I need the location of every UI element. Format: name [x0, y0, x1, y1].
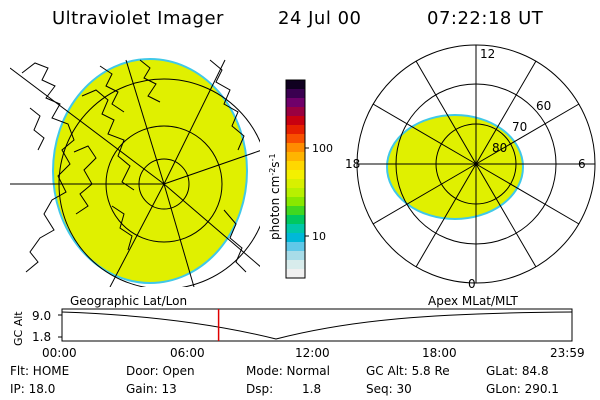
colorbar: 100 10 photon cm-2s-1: [268, 79, 333, 279]
colorbar-cell: [286, 215, 305, 225]
dsp-label: Dsp:: [246, 382, 274, 396]
coastlines: [21, 59, 247, 273]
colorbar-cell: [286, 197, 305, 207]
colorbar-cells: [286, 80, 305, 279]
colorbar-cell: [286, 170, 305, 180]
colorbar-cell: [286, 125, 305, 135]
colorbar-cell: [286, 242, 305, 252]
geographic-map: [10, 58, 260, 287]
polar-grid: [356, 44, 596, 284]
dsp-value: 1.8: [302, 382, 322, 396]
colorbar-cell: [286, 152, 305, 162]
colorbar-cell: [286, 233, 305, 243]
altitude-curve: [61, 311, 573, 340]
latlon-grid: [10, 59, 260, 287]
mlt-label-0: 0: [468, 277, 476, 291]
colorbar-cell: [286, 98, 305, 108]
mlat-label-80: 80: [492, 141, 507, 155]
colorbar-cell: [286, 80, 305, 90]
colorbar-tick-100: 100: [312, 142, 333, 155]
altitude-tick-9: 9.0: [32, 309, 51, 323]
altitude-plot: GC Alt 9.0 1.8: [12, 308, 573, 346]
colorbar-cell: [286, 89, 305, 99]
time-tick-1200: 12:00: [295, 346, 330, 360]
door-info: Door: Open: [126, 364, 195, 378]
colorbar-cell: [286, 260, 305, 270]
time-tick-0600: 06:00: [170, 346, 205, 360]
time-tick-1800: 18:00: [422, 346, 457, 360]
apex-panel-label: Apex MLat/MLT: [428, 294, 518, 308]
mlat-label-60: 60: [536, 99, 551, 113]
colorbar-cell: [286, 269, 305, 279]
time-label: 07:22:18 UT: [427, 8, 544, 29]
glon-info: GLon: 290.1: [486, 382, 559, 396]
seq-info: Seq: 30: [366, 382, 412, 396]
mlt-label-18: 18: [345, 157, 360, 171]
colorbar-cell: [286, 179, 305, 189]
geographic-panel-label: Geographic Lat/Lon: [70, 294, 187, 308]
glat-info: GLat: 84.8: [486, 364, 549, 378]
altitude-tick-1-8: 1.8: [32, 330, 51, 344]
gain-info: Gain: 13: [126, 382, 177, 396]
instrument-title: Ultraviolet Imager: [52, 8, 224, 29]
altitude-axis-label: GC Alt: [12, 311, 25, 346]
flight-info: Flt: HOME: [10, 364, 70, 378]
colorbar-tick-10: 10: [312, 230, 326, 243]
polar-plot: 12 18 6 0 60 70 80: [345, 44, 596, 291]
colorbar-unit-label: photon cm-2s-1: [268, 153, 282, 240]
mlt-label-12: 12: [480, 47, 495, 61]
colorbar-cell: [286, 251, 305, 261]
time-tick-0000: 00:00: [42, 346, 77, 360]
mlat-label-70: 70: [512, 120, 527, 134]
mode-info: Mode: Normal: [246, 364, 330, 378]
colorbar-cell: [286, 224, 305, 234]
date-label: 24 Jul 00: [278, 8, 362, 29]
colorbar-cell: [286, 143, 305, 153]
mlt-label-6: 6: [578, 157, 586, 171]
colorbar-cell: [286, 161, 305, 171]
gc-alt-info: GC Alt: 5.8 Re: [366, 364, 450, 378]
colorbar-cell: [286, 188, 305, 198]
colorbar-cell: [286, 107, 305, 117]
colorbar-cell: [286, 116, 305, 126]
colorbar-cell: [286, 134, 305, 144]
ip-info: IP: 18.0: [10, 382, 56, 396]
time-tick-2359: 23:59: [550, 346, 585, 360]
colorbar-cell: [286, 206, 305, 216]
